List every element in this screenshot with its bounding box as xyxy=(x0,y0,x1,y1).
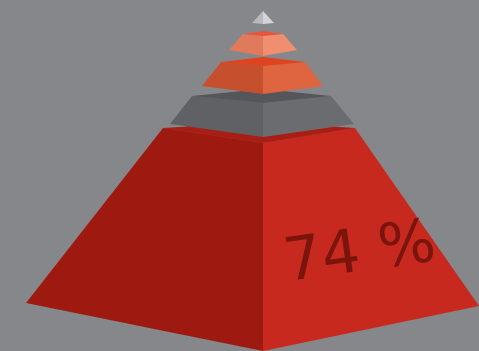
tier-gray-left-face xyxy=(170,96,263,137)
tier-gray-top-face xyxy=(192,89,331,103)
tier-apex-left-face xyxy=(252,11,263,24)
tier-orange-right-face xyxy=(263,62,323,94)
tier-orange xyxy=(202,57,323,94)
tier-bottom-left-face xyxy=(26,128,263,351)
tier-salmon-right-face xyxy=(263,34,297,56)
tier-bottom: 74 % xyxy=(26,122,479,351)
tier-salmon-top-face xyxy=(243,31,283,36)
tier-salmon xyxy=(229,31,297,56)
tier-orange-left-face xyxy=(202,62,263,94)
tier-apex-right-face xyxy=(263,11,274,24)
tier-apex xyxy=(252,11,274,24)
tier-gray xyxy=(170,89,354,137)
tier-salmon-left-face xyxy=(229,34,263,56)
tier-bottom-right-face xyxy=(263,128,479,351)
tier-gray-right-face xyxy=(263,96,354,137)
tier-orange-top-face xyxy=(221,57,305,66)
